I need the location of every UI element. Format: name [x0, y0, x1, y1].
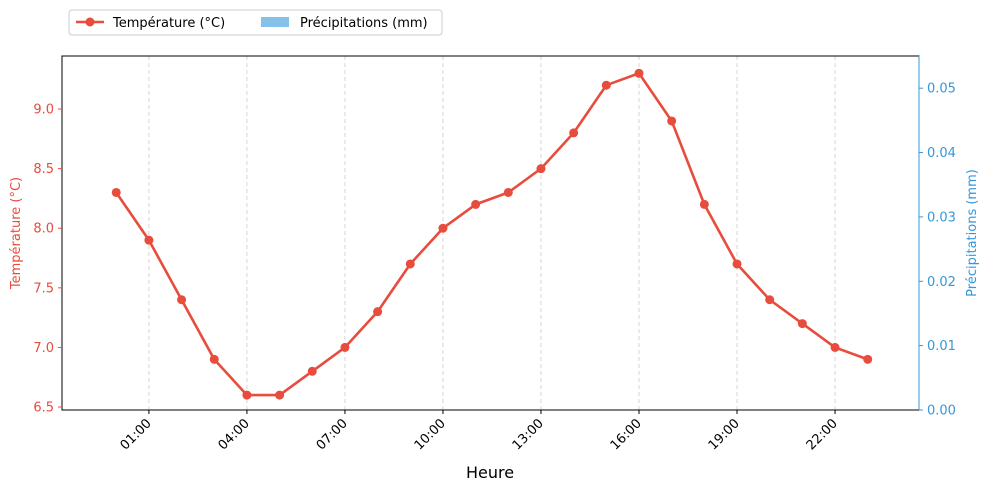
x-tick-label: 19:00: [706, 416, 743, 453]
temperature-point: [601, 80, 611, 90]
y2-tick-label: 0.03: [927, 210, 956, 225]
temperature-point: [634, 68, 644, 78]
temperature-point: [144, 235, 154, 245]
x-tick-label: 04:00: [216, 416, 253, 453]
temperature-point: [111, 187, 121, 197]
y2-tick-label: 0.04: [927, 146, 956, 161]
y2-tick-label: 0.02: [927, 275, 956, 290]
x-tick-label: 07:00: [314, 416, 351, 453]
x-tick-label: 16:00: [608, 416, 645, 453]
y-tick-label: 6.5: [33, 401, 54, 416]
temperature-point: [699, 199, 709, 209]
temperature-point: [536, 164, 546, 174]
x-axis-label: Heure: [466, 463, 514, 482]
plot-frame: [61, 55, 920, 411]
y-tick-label: 8.5: [33, 162, 54, 177]
temperature-point: [797, 319, 807, 329]
temperature-line: [115, 71, 869, 397]
x-tick-label: 01:00: [118, 416, 155, 453]
temperature-point: [765, 295, 775, 305]
y2-axis-label: Précipitations (mm): [965, 169, 980, 297]
temperature-point: [242, 390, 252, 400]
temperature-point: [667, 116, 677, 126]
legend-precipitation-label: Précipitations (mm): [300, 16, 428, 31]
temperature-point: [471, 199, 481, 209]
y2-tick-label: 0.01: [927, 339, 956, 354]
y-tick-label: 7.0: [33, 341, 54, 356]
temperature-point: [307, 366, 317, 376]
legend-precipitation-swatch: [261, 17, 289, 27]
x-tick-label: 13:00: [510, 416, 547, 453]
legend: Température (°C) Précipitations (mm): [68, 9, 443, 36]
temperature-point: [275, 390, 285, 400]
x-tick-label: 22:00: [804, 416, 841, 453]
y-tick-label: 8.0: [33, 222, 54, 237]
temperature-point: [373, 307, 383, 317]
y2-tick-label: 0.00: [927, 404, 956, 419]
temperature-point: [438, 223, 448, 233]
temperature-point: [830, 342, 840, 352]
temperature-point: [209, 354, 219, 364]
y2-tick-label: 0.05: [927, 82, 956, 97]
temperature-point: [863, 354, 873, 364]
x-tick-label: 10:00: [412, 416, 449, 453]
temperature-point: [405, 259, 415, 269]
temperature-point: [503, 187, 513, 197]
temperature-point: [732, 259, 742, 269]
temperature-point: [569, 128, 579, 138]
y-tick-label: 9.0: [33, 103, 54, 118]
legend-temperature-label: Température (°C): [112, 16, 225, 31]
temperature-point: [340, 342, 350, 352]
y-axis-label: Température (°C): [9, 177, 24, 290]
legend-temperature-marker: [85, 17, 95, 27]
temperature-point: [177, 295, 187, 305]
y-tick-label: 7.5: [33, 281, 54, 296]
